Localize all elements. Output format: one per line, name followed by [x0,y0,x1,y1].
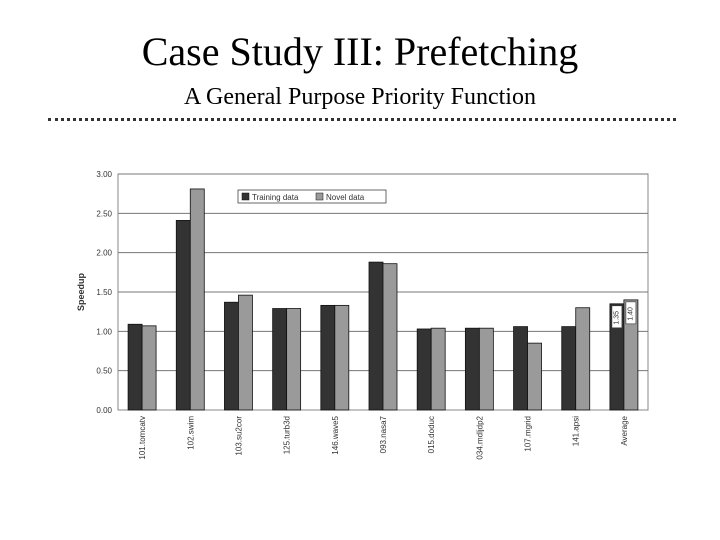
x-tick-label: 107.mgrid [524,416,533,452]
y-tick-label: 0.00 [96,406,112,415]
x-tick-label: 103.su2cor [234,416,243,456]
slide-title: Case Study III: Prefetching [141,29,579,74]
y-tick-label: 1.00 [96,327,112,336]
y-tick-label: 1.50 [96,288,112,297]
bar-training-data [272,308,288,411]
bar-novel-data [430,327,446,411]
title-divider [48,118,676,121]
speedup-bar-chart: 0.00 0.50 1.00 1.50 2.00 2.50 3.00 Speedup 101.t… [76,170,649,460]
x-tick-label: 141.apsi [572,416,581,446]
y-tick-label: 2.00 [96,249,112,258]
legend [237,189,387,204]
x-tick-label: 093.nasa7 [379,415,388,453]
bar-training-data [416,328,432,411]
bar-training-data [320,304,336,411]
y-tick-label: 3.00 [96,170,112,179]
bar-novel-data [527,342,542,411]
bar-training-data [513,326,528,411]
bar-training-data [175,220,191,411]
slide-subtitle: A General Purpose Priority Function [184,84,536,110]
x-tick-label: 125.turb3d [283,416,292,454]
bar-training-data [561,326,577,411]
x-tick-label: 034.mdljdp2 [475,415,484,459]
bar-novel-data [238,294,253,411]
data-label-box [611,305,623,329]
bar-training-data [464,327,480,411]
bar-novel-data [141,325,157,411]
bar-novel-data [189,188,205,411]
bar-novel-data [382,263,398,411]
x-tick-label: 015.doduc [427,416,436,453]
legend-label: Training data [252,193,299,202]
bar-novel-data [334,304,350,411]
bar-training-data [127,323,143,411]
x-tick-label: 101.tomcatv [138,416,147,460]
bar-training-data [224,301,239,411]
legend-label: Novel data [326,193,365,202]
bar-training-data [368,261,384,411]
y-tick-label: 2.50 [96,209,112,218]
legend-swatch [241,192,250,201]
data-label: 1.35 [614,311,621,325]
bar-novel-data [478,327,494,411]
y-axis-label: Speedup [76,273,86,312]
data-label-box [625,301,637,325]
bar-novel-data [623,299,639,411]
y-tick-label: 0.50 [96,367,112,376]
x-tick-label: Average [620,415,629,445]
data-label: 1.40 [628,307,635,321]
bar-novel-data [286,308,302,411]
x-tick-label: 102.swim [186,416,195,450]
legend-swatch [315,192,324,201]
x-tick-label: 146.wave5 [331,415,340,454]
bar-novel-data [575,307,591,411]
